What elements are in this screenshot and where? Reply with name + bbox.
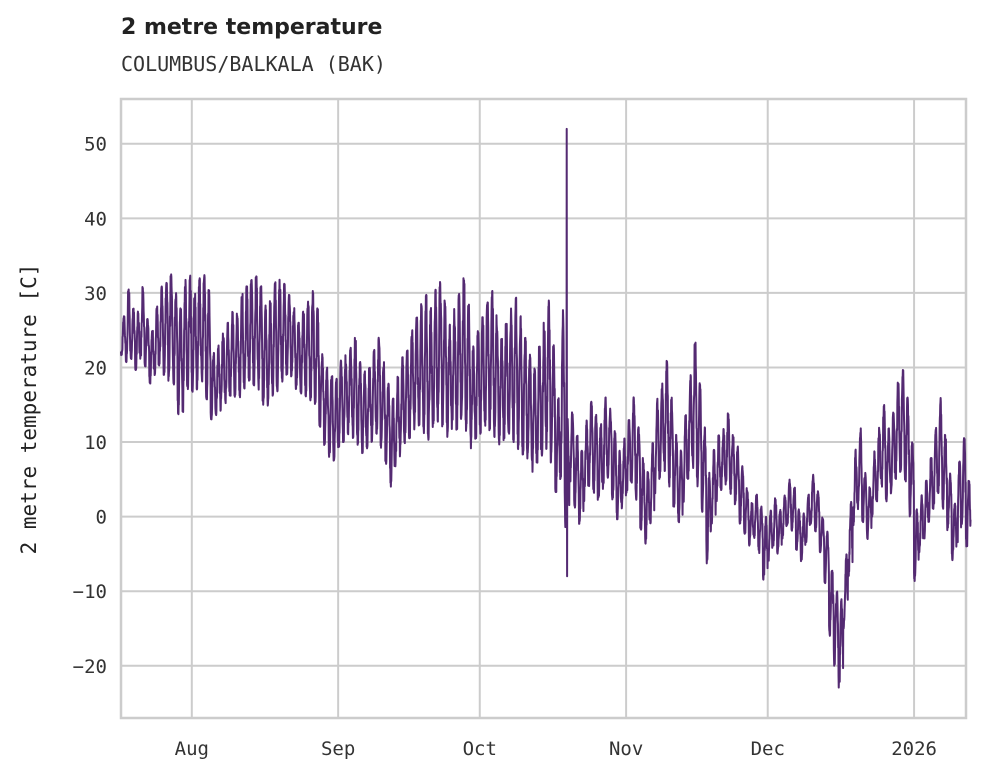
y-tick-label: 10 bbox=[84, 432, 107, 454]
y-tick-label: 20 bbox=[84, 357, 107, 379]
y-axis-title: 2 metre temperature [C] bbox=[17, 264, 41, 555]
y-tick-label: −10 bbox=[73, 581, 107, 603]
page-title: 2 metre temperature bbox=[121, 15, 383, 40]
y-tick-label: 50 bbox=[84, 134, 107, 156]
y-tick-label: −20 bbox=[73, 656, 107, 678]
y-tick-label: 40 bbox=[84, 208, 107, 230]
x-tick-label: Nov bbox=[609, 738, 643, 760]
plot-border bbox=[119, 97, 968, 720]
x-tick-label: Sep bbox=[321, 738, 355, 760]
y-tick-label: 30 bbox=[84, 283, 107, 305]
y-axis-tick-labels: −20 −10 0 10 20 30 40 50 bbox=[73, 134, 107, 678]
temperature-line bbox=[120, 127, 972, 689]
x-axis-tick-labels: Aug Sep Oct Nov Dec 2026 bbox=[175, 738, 937, 760]
x-tick-label: 2026 bbox=[891, 738, 937, 760]
x-tick-label: Aug bbox=[175, 738, 209, 760]
x-tick-label: Dec bbox=[751, 738, 785, 760]
temperature-series bbox=[120, 127, 972, 689]
x-tick-label: Oct bbox=[463, 738, 497, 760]
y-tick-label: 0 bbox=[96, 507, 107, 529]
chart-subtitle: COLUMBUS/BALKALA (BAK) bbox=[121, 52, 386, 76]
